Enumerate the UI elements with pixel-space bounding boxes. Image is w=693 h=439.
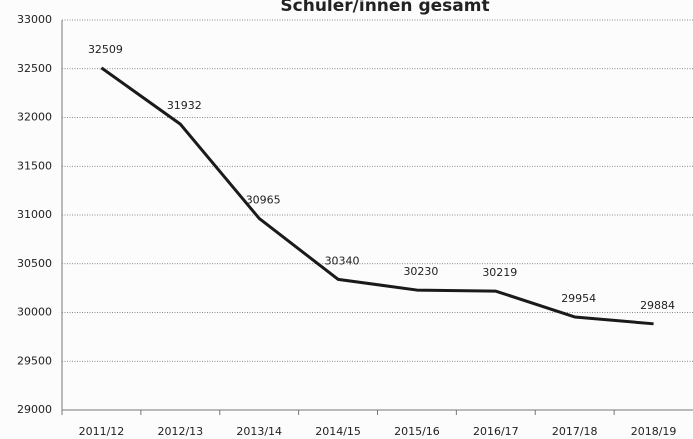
x-tick-label: 2012/13: [157, 425, 203, 438]
x-tick-label: 2014/15: [315, 425, 361, 438]
x-tick-label: 2016/17: [473, 425, 519, 438]
data-label: 30340: [325, 254, 360, 267]
data-label: 30219: [482, 266, 517, 279]
data-label: 30230: [403, 265, 438, 278]
line: [100, 66, 654, 326]
x-tick-label: 2013/14: [236, 425, 282, 438]
y-tick-label: 31000: [17, 208, 52, 221]
data-label: 32509: [88, 43, 123, 56]
data-label: 30965: [246, 193, 281, 206]
data-label: 31932: [167, 99, 202, 112]
y-tick-label: 31500: [17, 159, 52, 172]
x-tick-label: 2017/18: [552, 425, 598, 438]
y-tick-label: 32500: [17, 62, 52, 75]
y-tick-label: 30000: [17, 306, 52, 319]
chart-title: Schüler/innen gesamt: [280, 0, 489, 16]
x-tick-label: 2018/19: [631, 425, 677, 438]
x-tick-label: 2015/16: [394, 425, 440, 438]
x-tick-label: 2011/12: [79, 425, 125, 438]
data-label: 29884: [640, 299, 675, 312]
y-tick-label: 29500: [17, 354, 52, 367]
y-tick-label: 33000: [17, 13, 52, 26]
y-tick-label: 29000: [17, 403, 52, 416]
data-label: 29954: [561, 292, 596, 305]
y-tick-label: 30500: [17, 257, 52, 270]
y-tick-label: 32000: [17, 111, 52, 124]
